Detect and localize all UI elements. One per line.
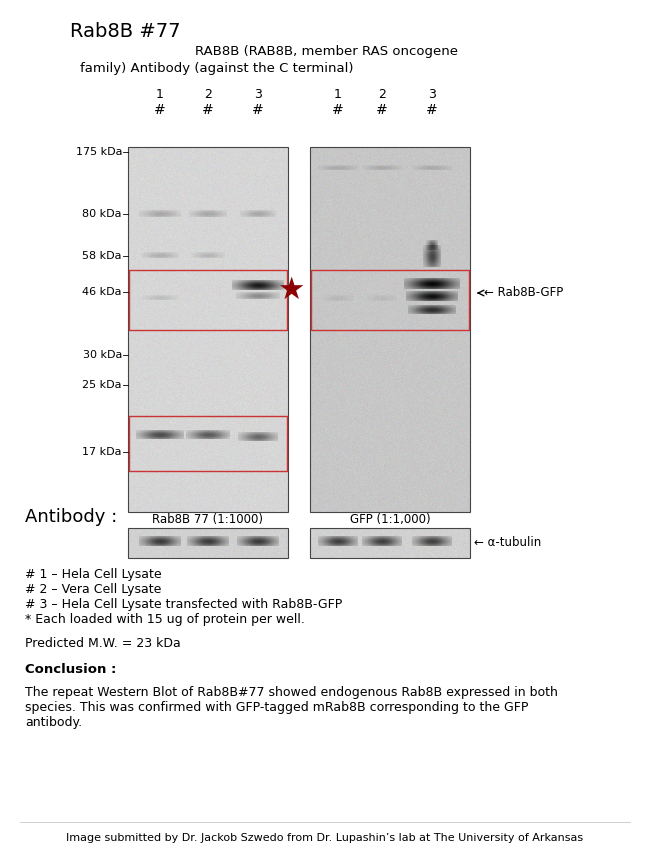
Text: Conclusion :: Conclusion : [25, 663, 116, 676]
Text: The repeat Western Blot of Rab8B#77 showed endogenous Rab8B expressed in both
sp: The repeat Western Blot of Rab8B#77 show… [25, 686, 558, 729]
Text: Rab8B #77: Rab8B #77 [70, 22, 181, 41]
Text: ★: ★ [278, 276, 305, 305]
Text: 2: 2 [378, 89, 386, 102]
Text: 2: 2 [204, 89, 212, 102]
Text: #: # [376, 103, 388, 117]
Text: 3: 3 [254, 89, 262, 102]
Text: * Each loaded with 15 ug of protein per well.: * Each loaded with 15 ug of protein per … [25, 613, 305, 626]
Bar [311, 270, 469, 330]
Text: Predicted M.W. = 23 kDa: Predicted M.W. = 23 kDa [25, 637, 181, 650]
Text: Image submitted by Dr. Jackob Szwedo from Dr. Lupashin’s lab at The University o: Image submitted by Dr. Jackob Szwedo fro… [66, 833, 584, 843]
Bar [310, 528, 470, 558]
Text: GFP (1:1,000): GFP (1:1,000) [350, 513, 430, 526]
Text: 175 kDa: 175 kDa [75, 147, 122, 157]
Bar [129, 270, 287, 330]
Text: Antibody :: Antibody : [25, 508, 117, 526]
Text: RAB8B (RAB8B, member RAS oncogene: RAB8B (RAB8B, member RAS oncogene [195, 45, 458, 58]
Text: #: # [426, 103, 438, 117]
Text: #: # [154, 103, 166, 117]
Text: family) Antibody (against the C terminal): family) Antibody (against the C terminal… [80, 62, 354, 75]
Text: 3: 3 [428, 89, 436, 102]
Text: 25 kDa: 25 kDa [83, 380, 122, 390]
Text: 58 kDa: 58 kDa [83, 251, 122, 261]
Text: # 2 – Vera Cell Lysate: # 2 – Vera Cell Lysate [25, 583, 161, 596]
Text: #: # [202, 103, 214, 117]
Text: Rab8B 77 (1:1000): Rab8B 77 (1:1000) [153, 513, 263, 526]
Bar [310, 147, 470, 512]
Text: 1: 1 [156, 89, 164, 102]
Text: #: # [332, 103, 344, 117]
Bar [128, 147, 288, 512]
Text: ← Rab8B-GFP: ← Rab8B-GFP [484, 287, 564, 300]
Text: 30 kDa: 30 kDa [83, 350, 122, 360]
Text: 80 kDa: 80 kDa [83, 209, 122, 219]
Bar [128, 528, 288, 558]
Text: # 3 – Hela Cell Lysate transfected with Rab8B-GFP: # 3 – Hela Cell Lysate transfected with … [25, 598, 343, 611]
Text: #: # [252, 103, 264, 117]
Text: 46 kDa: 46 kDa [83, 287, 122, 297]
Text: 1: 1 [334, 89, 342, 102]
Text: # 1 – Hela Cell Lysate: # 1 – Hela Cell Lysate [25, 568, 162, 581]
Text: 17 kDa: 17 kDa [83, 447, 122, 457]
Text: ← α-tubulin: ← α-tubulin [474, 536, 541, 549]
Bar [129, 416, 287, 471]
